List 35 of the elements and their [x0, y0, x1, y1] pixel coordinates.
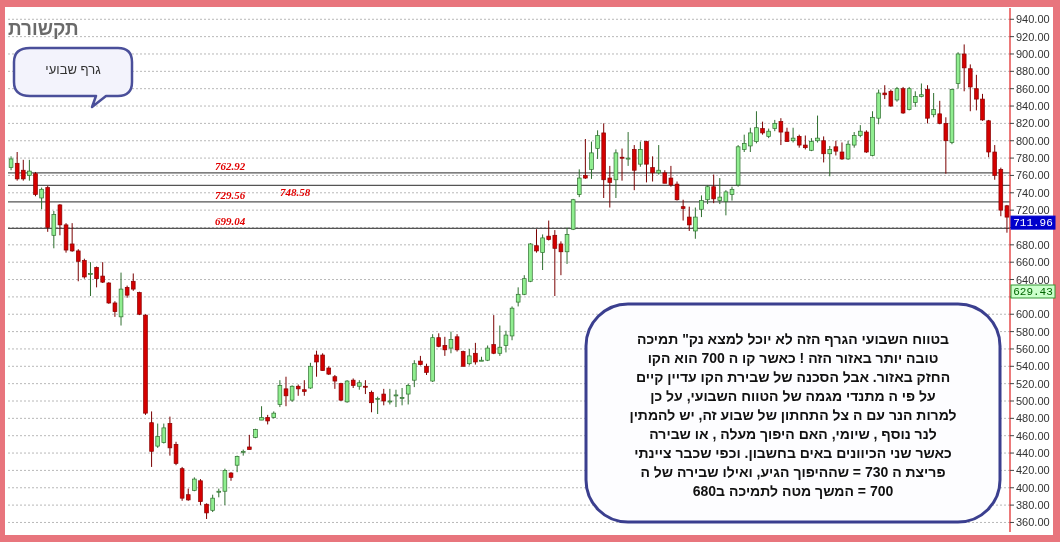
- y-tick-label: 920.00: [1016, 30, 1050, 43]
- ref-line-label: 729.56: [215, 188, 246, 201]
- y-tick-label: 740.00: [1016, 186, 1050, 199]
- y-tick-label: 440.00: [1016, 447, 1050, 460]
- y-tick-label: 680.00: [1016, 238, 1050, 251]
- y-tick-label: 520.00: [1016, 377, 1050, 390]
- y-tick-label: 460.00: [1016, 429, 1050, 442]
- text: תקשורת: [8, 18, 79, 40]
- y-tick-label: 360.00: [1016, 516, 1050, 529]
- annotation: גרף שבועי: [44, 62, 102, 77]
- y-tick-label: 540.00: [1016, 360, 1050, 373]
- ref-line-label: 699.04: [215, 215, 246, 228]
- y-tick-label: 900.00: [1016, 47, 1050, 60]
- y-tick-label: 480.00: [1016, 412, 1050, 425]
- y-tick-label: 580.00: [1016, 325, 1050, 338]
- y-tick-label: 860.00: [1016, 82, 1050, 95]
- y-tick-label: 720.00: [1016, 204, 1050, 217]
- y-tick-label: 940.00: [1016, 13, 1050, 26]
- y-tick-label: 560.00: [1016, 342, 1050, 355]
- y-tick-label: 780.00: [1016, 152, 1050, 165]
- y-tick-label: 880.00: [1016, 65, 1050, 78]
- y-tick-label: 640.00: [1016, 273, 1050, 286]
- y-tick-label: 660.00: [1016, 256, 1050, 269]
- y-tick-label: 760.00: [1016, 169, 1050, 182]
- ref-line-label: 748.58: [280, 186, 311, 199]
- y-tick-label: 840.00: [1016, 100, 1050, 113]
- ref-line-label: 762.92: [215, 159, 246, 172]
- y-tick-label: 420.00: [1016, 464, 1050, 477]
- y-tick-label: 380.00: [1016, 499, 1050, 512]
- y-tick-label: 820.00: [1016, 117, 1050, 130]
- text: בטווח השבועי הגרף הזה לא יוכל למצא נק" תמיכה טובה יותר באזור הזה ! כאשר קו ה 700 הוא הקו החזק באזור. אבל הסכנה של שבירת הקו עדיין קיים על פי ה מתנדי מגמה של הטווח השבועי, על כן למרות הנר עם ה צל התחתון של שבוע זה, יש להמתין לנר נוסף , שיומי, האם היפוך מעלה , או שבירה כאשר שני הכיוונים באים בחשבון. וכפי שכבר ציינתי פריצת ה 730 = שההיפוך הגיע, ואילו שבירה של ה 700 = המשך מטה לתמיכה ב680: [629, 331, 957, 499]
- y-tick-label: 800.00: [1016, 134, 1050, 147]
- y-tick-label: 500.00: [1016, 395, 1050, 407]
- y-tick-label: 400.00: [1016, 481, 1050, 494]
- y-tick-label: 600.00: [1016, 308, 1050, 321]
